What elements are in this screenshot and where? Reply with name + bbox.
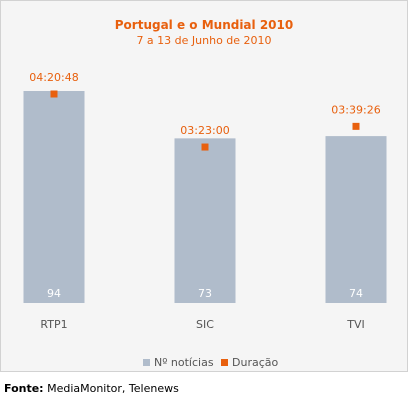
bar-tvi bbox=[325, 136, 387, 303]
legend: Nº notícias Duração bbox=[143, 356, 278, 369]
bar-value-label: 74 bbox=[349, 287, 363, 300]
legend-swatch-duracao bbox=[221, 359, 228, 366]
source-text: MediaMonitor, Telenews bbox=[47, 382, 179, 395]
duration-label: 04:20:48 bbox=[29, 71, 78, 84]
x-tick-label: RTP1 bbox=[40, 318, 67, 331]
duration-label: 03:23:00 bbox=[180, 124, 229, 137]
bar-rtp1 bbox=[23, 91, 85, 303]
chart-title: Portugal e o Mundial 2010 bbox=[115, 18, 293, 32]
source-label: Fonte: bbox=[4, 382, 44, 395]
bar-sic bbox=[174, 138, 236, 303]
duration-marker bbox=[352, 122, 360, 130]
plot-area: 94 04:20:48 RTP1 73 03:23:00 SIC 74 03:39:26 TVI bbox=[23, 71, 387, 331]
chart-frame: Portugal e o Mundial 2010 7 a 13 de Junh… bbox=[0, 0, 408, 372]
bar-value-label: 94 bbox=[47, 287, 61, 300]
chart-subtitle: 7 a 13 de Junho de 2010 bbox=[136, 34, 271, 47]
x-tick-label: TVI bbox=[346, 318, 365, 331]
chart: Portugal e o Mundial 2010 7 a 13 de Junh… bbox=[23, 18, 387, 369]
legend-swatch-noticias bbox=[143, 359, 150, 366]
legend-label-duracao: Duração bbox=[232, 356, 278, 369]
legend-label-noticias: Nº notícias bbox=[154, 356, 214, 369]
duration-label: 03:39:26 bbox=[331, 103, 380, 116]
source-note: Fonte: MediaMonitor, Telenews bbox=[4, 382, 179, 395]
duration-marker bbox=[201, 143, 209, 151]
duration-marker bbox=[50, 90, 58, 98]
bar-value-label: 73 bbox=[198, 287, 212, 300]
x-tick-label: SIC bbox=[196, 318, 214, 331]
